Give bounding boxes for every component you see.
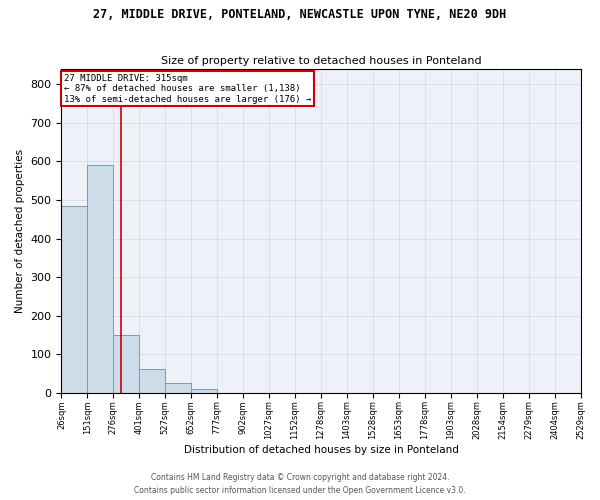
Bar (88, 166, 113, 392)
Text: Contains HM Land Registry data © Crown copyright and database right 2024.
Contai: Contains HM Land Registry data © Crown c… (134, 474, 466, 495)
Bar (61, 206, 88, 392)
Y-axis label: Number of detached properties: Number of detached properties (15, 148, 25, 313)
Text: 27 MIDDLE DRIVE: 315sqm
← 87% of detached houses are smaller (1,138)
13% of semi: 27 MIDDLE DRIVE: 315sqm ← 87% of detache… (64, 74, 311, 104)
Text: 27, MIDDLE DRIVE, PONTELAND, NEWCASTLE UPON TYNE, NE20 9DH: 27, MIDDLE DRIVE, PONTELAND, NEWCASTLE U… (94, 8, 506, 20)
Bar (191, 390, 217, 392)
Bar (139, 368, 166, 392)
X-axis label: Distribution of detached houses by size in Ponteland: Distribution of detached houses by size … (184, 445, 458, 455)
Bar (166, 383, 191, 392)
Title: Size of property relative to detached houses in Ponteland: Size of property relative to detached ho… (161, 56, 481, 66)
Bar (113, 335, 139, 392)
